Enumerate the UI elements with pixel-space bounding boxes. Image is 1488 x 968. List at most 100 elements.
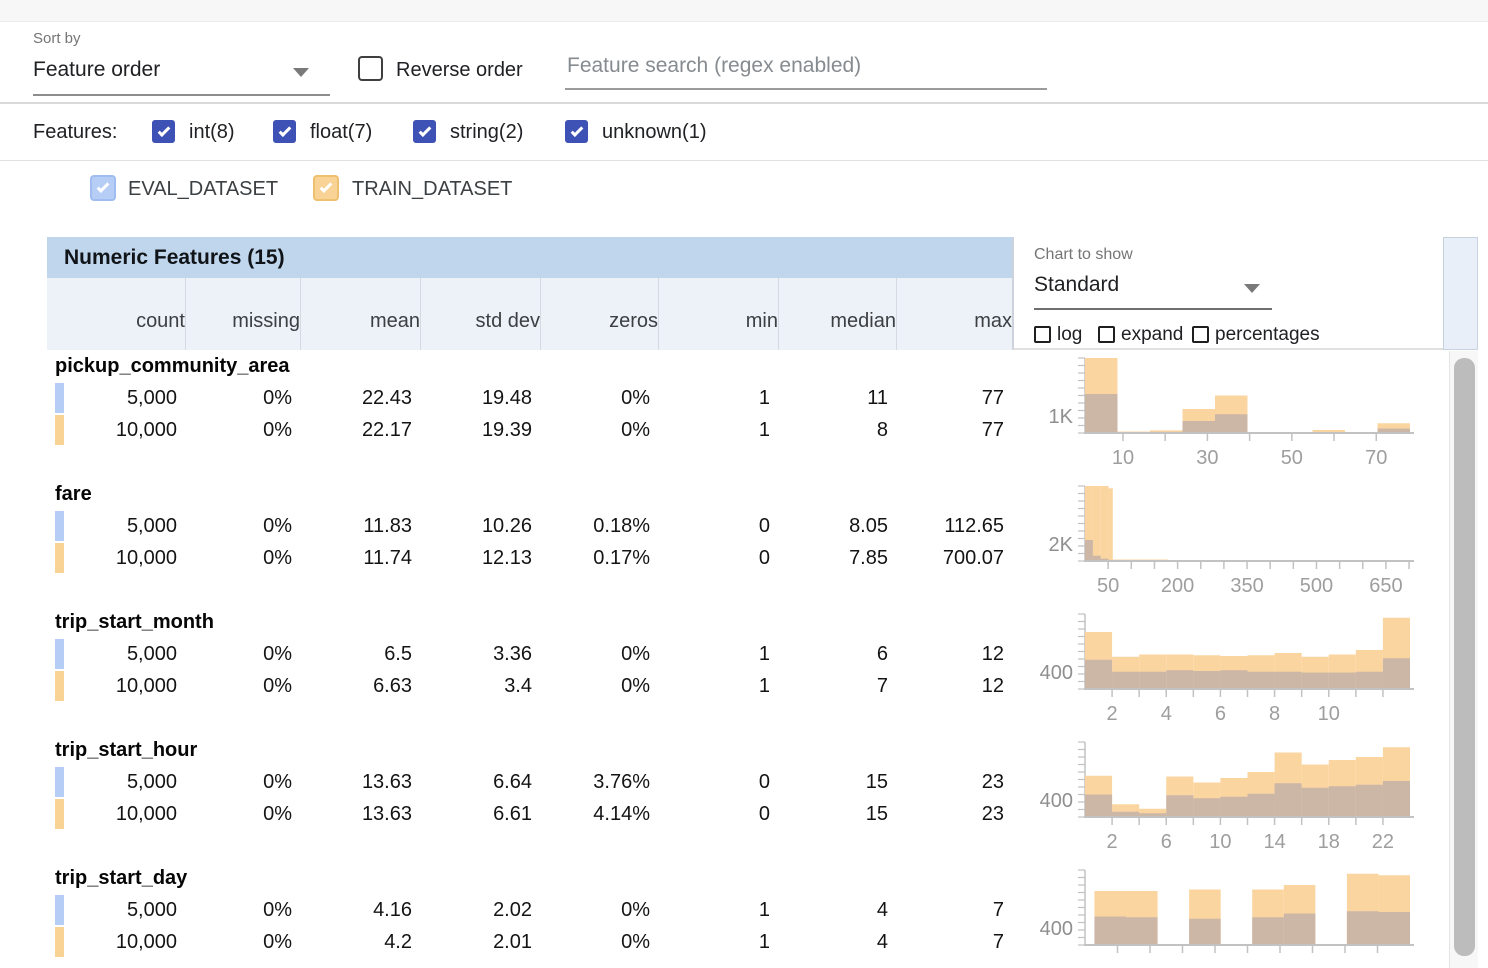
svg-text:18: 18 (1318, 831, 1340, 853)
stat-cell-std dev: 2.02 (493, 899, 532, 921)
filter-checkbox-int[interactable] (152, 120, 175, 143)
stat-cell-max: 77 (981, 419, 1004, 441)
stat-cell-mean: 11.74 (363, 547, 412, 569)
stat-cell-missing: 0% (263, 387, 292, 409)
stat-cell-mean: 4.16 (373, 899, 412, 921)
svg-text:10: 10 (1209, 831, 1231, 853)
search-input[interactable] (565, 50, 1047, 90)
filter-label-string: string(2) (450, 121, 524, 143)
svg-text:30: 30 (1196, 447, 1218, 469)
stat-cell-max: 700.07 (942, 547, 1004, 569)
stat-cell-std dev: 6.64 (493, 771, 532, 793)
stat-cell-min: 0 (758, 515, 770, 537)
stat-cell-min: 1 (758, 419, 770, 441)
divider (0, 102, 1488, 104)
stat-cell-min: 1 (758, 931, 770, 953)
stat-cell-median: 7.85 (849, 547, 888, 569)
column-header-zeros: zeros (540, 278, 658, 350)
filter-label-unknown: unknown(1) (602, 121, 707, 143)
stat-cell-max: 23 (981, 803, 1004, 825)
train-row-swatch (55, 543, 64, 573)
svg-text:500: 500 (1300, 575, 1333, 597)
stat-cell-count: 10,000 (115, 419, 177, 441)
column-header-min: min (658, 278, 778, 350)
svg-text:2K: 2K (1049, 534, 1074, 556)
feature-name: fare (55, 483, 92, 505)
stat-cell-max: 12 (981, 675, 1004, 697)
stat-cell-median: 15 (865, 803, 888, 825)
percentages-checkbox[interactable] (1192, 326, 1209, 343)
vertical-scrollbar-track[interactable] (1449, 351, 1478, 968)
train-dataset-label: TRAIN_DATASET (352, 178, 513, 200)
train-dataset-checkbox[interactable] (313, 175, 339, 201)
svg-text:10: 10 (1112, 447, 1134, 469)
histogram-trip_start_hour: 2 6 10 14 18 22 400 (1040, 741, 1414, 853)
stat-cell-std dev: 10.26 (481, 515, 532, 537)
stat-cell-count: 5,000 (126, 515, 177, 537)
stat-cell-missing: 0% (263, 515, 292, 537)
stat-cell-max: 77 (981, 387, 1004, 409)
filter-checkbox-unknown[interactable] (565, 120, 588, 143)
feature-name: trip_start_hour (55, 739, 198, 761)
stat-cell-mean: 6.63 (373, 675, 412, 697)
table-title: Numeric Features (15) (64, 245, 285, 269)
stat-cell-zeros: 3.76% (593, 771, 650, 793)
stat-cell-zeros: 0% (621, 931, 650, 953)
stat-cell-std dev: 12.13 (481, 547, 532, 569)
svg-text:400: 400 (1040, 662, 1073, 684)
divider (0, 160, 1488, 161)
filter-checkbox-float[interactable] (273, 120, 296, 143)
column-header-stddev: std dev (420, 278, 540, 350)
chart-to-show-label: Chart to show (1034, 246, 1133, 263)
eval-dataset-checkbox[interactable] (90, 175, 116, 201)
svg-text:6: 6 (1215, 703, 1226, 725)
stat-cell-mean: 13.63 (361, 803, 412, 825)
stat-cell-zeros: 0.17% (593, 547, 650, 569)
expand-checkbox[interactable] (1098, 326, 1115, 343)
stat-cell-min: 1 (758, 675, 770, 697)
histogram-trip_start_day: 400 (1040, 869, 1414, 953)
svg-text:200: 200 (1161, 575, 1194, 597)
stat-cell-count: 5,000 (126, 771, 177, 793)
svg-text:400: 400 (1040, 918, 1073, 940)
eval-row-swatch (55, 895, 64, 925)
column-header-median: median (778, 278, 896, 350)
chevron-down-icon (293, 68, 309, 77)
histogram-fare: 50 200 350 500 650 2K (1049, 485, 1414, 597)
filter-label-float: float(7) (310, 121, 373, 143)
stat-cell-count: 10,000 (115, 547, 177, 569)
stat-cell-zeros: 0% (621, 899, 650, 921)
eval-row-swatch (55, 639, 64, 669)
check-icon (157, 123, 170, 137)
percentages-label: percentages (1215, 324, 1320, 345)
svg-text:8: 8 (1269, 703, 1280, 725)
reverse-order-checkbox[interactable] (358, 56, 383, 81)
stat-cell-min: 1 (758, 899, 770, 921)
stat-cell-missing: 0% (263, 419, 292, 441)
svg-text:2: 2 (1107, 831, 1118, 853)
sort-by-dropdown[interactable]: Feature order (33, 56, 330, 96)
column-header-mean: mean (300, 278, 420, 350)
stat-cell-zeros: 0% (621, 419, 650, 441)
log-checkbox[interactable] (1034, 326, 1051, 343)
chart-type-value: Standard (1034, 273, 1120, 296)
svg-text:400: 400 (1040, 790, 1073, 812)
stat-cell-mean: 6.5 (384, 643, 412, 665)
check-icon (570, 123, 583, 137)
chart-type-dropdown[interactable]: Standard (1034, 271, 1274, 311)
stat-cell-median: 6 (876, 643, 888, 665)
vertical-scrollbar-thumb[interactable] (1454, 358, 1475, 956)
stat-cell-missing: 0% (263, 803, 292, 825)
eval-dataset-label: EVAL_DATASET (128, 178, 279, 200)
stat-cell-std dev: 6.61 (493, 803, 532, 825)
stat-cell-missing: 0% (263, 771, 292, 793)
column-header-row: count missing mean std dev zeros min med… (47, 278, 1012, 350)
feature-name: pickup_community_area (55, 355, 290, 377)
filter-checkbox-string[interactable] (413, 120, 436, 143)
stat-cell-std dev: 2.01 (493, 931, 532, 953)
expand-label: expand (1121, 324, 1184, 345)
column-header-missing: missing (185, 278, 300, 350)
stat-cell-zeros: 0% (621, 643, 650, 665)
stat-cell-min: 1 (758, 387, 770, 409)
